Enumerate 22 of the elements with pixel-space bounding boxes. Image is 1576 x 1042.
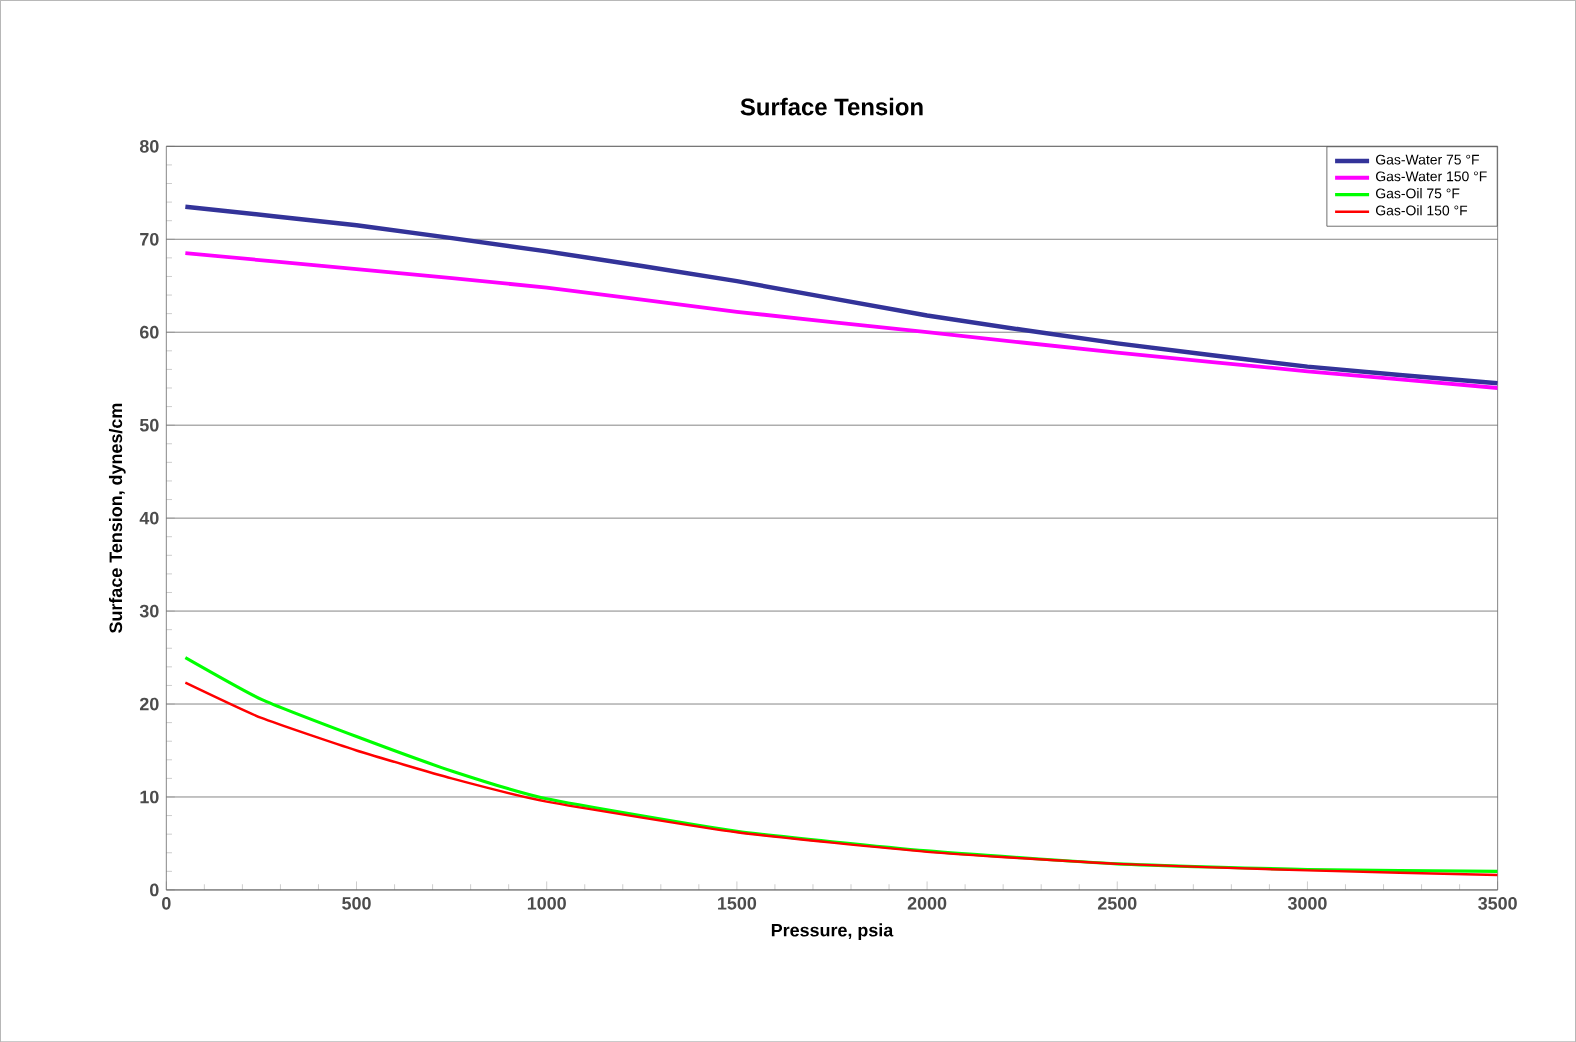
y-tick-label: 0: [150, 883, 159, 897]
y-tick-label: 40: [139, 511, 159, 525]
line-series: [183, 251, 1498, 390]
x-tick-label: 2000: [907, 896, 947, 910]
y-tick-label: 10: [140, 790, 159, 804]
x-tick-label: 1500: [718, 896, 757, 910]
x-tick-label: 0: [162, 896, 171, 910]
x-axis-title: Pressure, psia: [771, 923, 894, 940]
y-tick-label: 60: [140, 325, 159, 339]
chart-title: Surface Tension: [740, 97, 923, 116]
y-tick-label: 80: [139, 139, 159, 153]
y-tick-label: 30: [139, 604, 159, 618]
line-series: [183, 204, 1498, 386]
y-axis-title: Surface Tension, dynes/cm: [108, 403, 126, 633]
x-tick-label: 500: [342, 896, 371, 910]
x-tick-label: 1000: [527, 896, 566, 910]
x-tick-label: 2500: [1097, 896, 1137, 910]
x-tick-label: 3000: [1287, 896, 1327, 910]
y-tick-label: 70: [140, 232, 159, 246]
y-tick-label: 50: [139, 418, 159, 432]
y-tick-label: 20: [139, 697, 159, 711]
x-tick-label: 3500: [1478, 896, 1517, 910]
